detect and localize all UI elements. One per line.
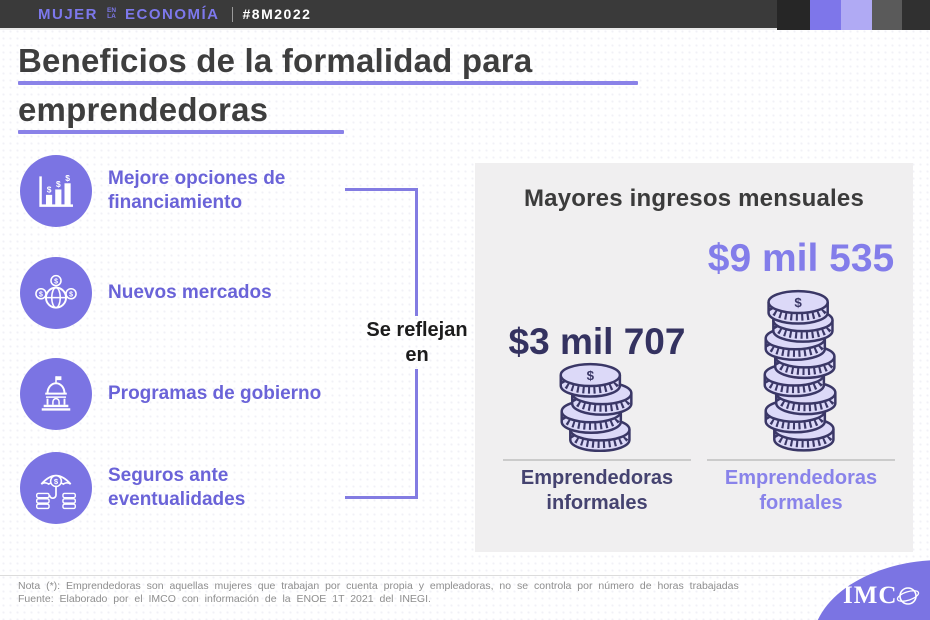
footnote-fuente: Fuente: Elaborado por el IMCO con inform… (18, 593, 431, 605)
title-underline-1 (18, 81, 638, 85)
svg-text:$: $ (65, 173, 70, 183)
bracket-arm-bottom (345, 496, 418, 499)
brand-economia: ECONOMÍA (125, 5, 220, 23)
imco-logo-text: IMC (843, 582, 898, 609)
benefit-label: Nuevos mercados (108, 282, 272, 303)
swatch-gray (872, 0, 902, 30)
column-formales: $9 mil 535 $ Emprendedoras formales (701, 163, 901, 552)
header-divider (231, 6, 233, 22)
column-divider (707, 459, 895, 461)
footnote: Nota (*): Emprendedoras son aquellas muj… (18, 580, 778, 606)
footer-rule (0, 575, 930, 576)
swatch-darker (902, 0, 930, 30)
value-informales: $3 mil 707 (508, 321, 686, 362)
benefit-item-insurance: $ Seguros ante eventualidades (20, 452, 326, 524)
benefit-item-markets: $ $ $ Nuevos mercados (20, 257, 326, 329)
svg-text:$: $ (39, 291, 43, 298)
column-divider (503, 459, 691, 461)
svg-text:$: $ (587, 368, 595, 383)
coin-stack-tall: $ (763, 290, 837, 452)
column-informales: $3 mil 707 $ Emprendedoras informales (497, 163, 697, 552)
svg-text:$: $ (54, 477, 59, 486)
label-informales: Emprendedoras informales (520, 467, 674, 514)
connector-label-line1: Se reflejan (366, 319, 468, 341)
svg-text:$: $ (54, 278, 58, 285)
swatch-light-purple (841, 0, 872, 30)
benefit-label: Programas de gobierno (108, 383, 322, 404)
header-bar: MUJER EN LA ECONOMÍA #8M2022 (0, 0, 930, 30)
bracket-vertical-upper (415, 188, 418, 316)
svg-text:$: $ (794, 295, 802, 310)
brand-mujer: MUJER (38, 5, 99, 23)
government-building-icon (20, 358, 92, 430)
label-formales: Emprendedoras formales (724, 467, 878, 514)
svg-text:$: $ (56, 179, 61, 189)
bracket-vertical-lower (415, 369, 418, 499)
globe-coins-icon: $ $ $ (20, 257, 92, 329)
imco-logo-globe-icon (897, 587, 920, 605)
benefit-label: Seguros ante eventualidades (108, 465, 246, 510)
hashtag-8m2022: #8M2022 (242, 6, 312, 22)
brand-en-la: EN LA (107, 6, 117, 20)
benefit-item-government: Programas de gobierno (20, 358, 326, 430)
bracket-arm-top (345, 188, 418, 191)
coin-stack-small: $ (559, 362, 633, 452)
umbrella-savings-icon: $ (20, 452, 92, 524)
connector-label-line2: en (405, 344, 429, 366)
footnote-nota: Nota (*): Emprendedoras son aquellas muj… (18, 580, 739, 592)
title-underline-2 (18, 130, 344, 134)
bar-chart-dollar-icon: $ $ $ (20, 155, 92, 227)
benefit-label: Mejore opciones de financiamiento (108, 168, 286, 213)
imco-logo: IMC (843, 582, 920, 610)
swatch-dark (777, 0, 810, 30)
svg-text:$: $ (47, 185, 52, 195)
page-title-line2: emprendedoras (18, 91, 269, 128)
page-title: Beneficios de la formalidad para emprend… (18, 36, 532, 134)
benefit-item-financing: $ $ $ Mejore opciones de financiamiento (20, 155, 326, 227)
svg-text:$: $ (69, 291, 73, 298)
page-title-line1: Beneficios de la formalidad para (18, 42, 533, 79)
income-panel: Mayores ingresos mensuales $3 mil 707 $ … (475, 163, 913, 552)
connector-label: Se reflejan en (350, 318, 484, 368)
panel-title: Mayores ingresos mensuales (523, 185, 865, 212)
value-formales: $9 mil 535 (707, 237, 895, 280)
header-color-swatches (777, 0, 930, 30)
swatch-purple (810, 0, 841, 30)
